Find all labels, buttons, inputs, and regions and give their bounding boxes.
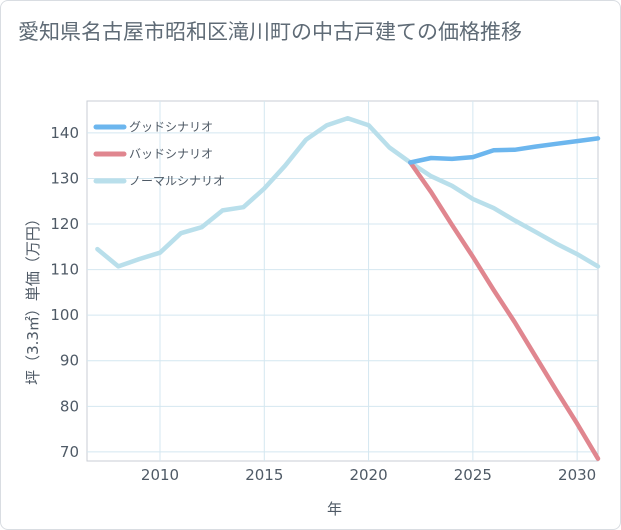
x-tick-label: 2020 [349, 466, 387, 484]
x-axis-title: 年 [327, 500, 342, 518]
y-tick-label: 90 [60, 352, 79, 370]
x-tick-label: 2030 [558, 466, 596, 484]
legend-label: バッドシナリオ [129, 147, 213, 161]
y-tick-label: 100 [50, 306, 79, 324]
y-tick-label: 130 [50, 169, 79, 187]
series-line [408, 136, 601, 165]
chart-title: 愛知県名古屋市昭和区滝川町の中古戸建ての価格推移 [18, 20, 522, 44]
plot-area-frame [86, 100, 599, 462]
y-tick-label: 80 [60, 397, 79, 415]
x-tick-label: 2025 [454, 466, 492, 484]
legend-label: ノーマルシナリオ [129, 174, 225, 188]
legend-label: グッドシナリオ [129, 120, 213, 134]
series-line [95, 116, 601, 269]
y-tick-label: 110 [50, 261, 79, 279]
y-tick-label: 120 [50, 215, 79, 233]
series-line [408, 160, 601, 461]
y-axis-title: 坪（3.3㎡）単価（万円） [24, 211, 42, 385]
x-tick-label: 2010 [141, 466, 179, 484]
y-tick-label: 70 [60, 443, 79, 461]
y-tick-label: 140 [50, 124, 79, 142]
x-tick-label: 2015 [245, 466, 283, 484]
